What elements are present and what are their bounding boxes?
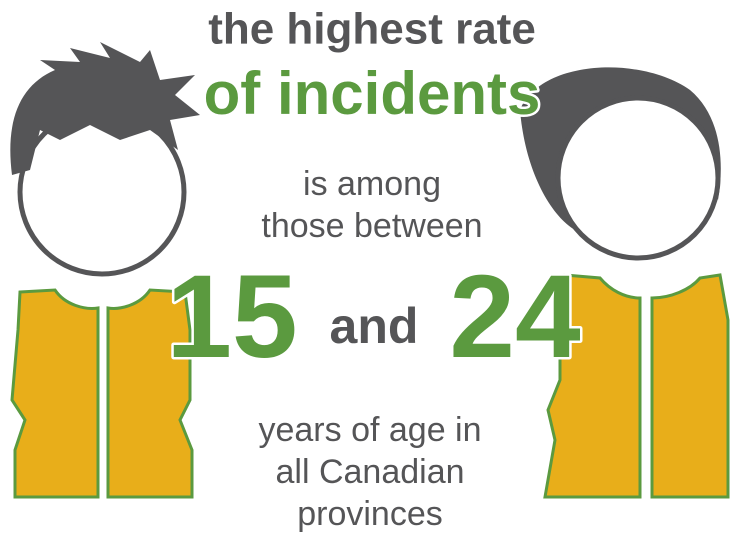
shirt-right-panel xyxy=(650,273,730,499)
heading-line: the highest rate xyxy=(208,5,536,54)
shirt-left-panel xyxy=(543,273,642,499)
shirt-right-panel xyxy=(106,288,194,499)
age-from: 15 xyxy=(166,251,297,383)
face xyxy=(555,95,721,261)
right-person xyxy=(520,67,730,499)
left-person xyxy=(10,42,200,499)
age-joiner: and xyxy=(330,298,419,354)
body-line: those between xyxy=(261,207,482,245)
body-line: is among xyxy=(303,165,441,203)
shirt-left-panel xyxy=(10,288,100,499)
footer-line: provinces xyxy=(297,495,443,533)
age-to: 24 xyxy=(449,251,580,383)
heading-highlight: of incidents xyxy=(204,60,541,127)
footer-line: all Canadian xyxy=(275,453,464,491)
hair xyxy=(10,42,200,175)
footer-line: years of age in xyxy=(258,411,481,449)
